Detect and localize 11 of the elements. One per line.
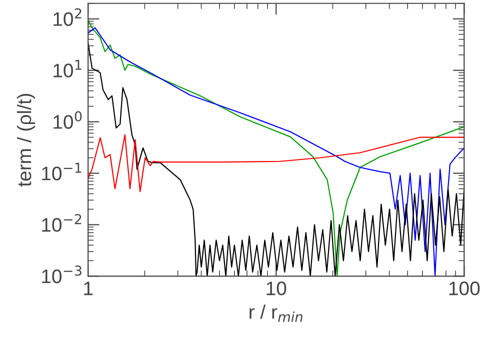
x-tick-label: 10 bbox=[266, 282, 286, 296]
y-axis-title: term / (ρl/t) bbox=[16, 94, 36, 187]
y-tick-label: 10$^{−2}$ bbox=[42, 214, 82, 232]
x-axis-title: r / r$_{min}$ bbox=[250, 304, 302, 322]
y-tick-label: 10$^{−3}$ bbox=[42, 265, 82, 284]
y-tick-label: 10$^{1}$ bbox=[54, 60, 82, 78]
y-tick-label: 10$^{0}$ bbox=[54, 111, 82, 129]
x-tick-label: 100 bbox=[449, 282, 480, 296]
x-tick-label: 1 bbox=[84, 282, 93, 296]
y-tick-label: 10$^{2}$ bbox=[54, 8, 82, 26]
y-tick-label: 10$^{−1}$ bbox=[42, 162, 82, 180]
